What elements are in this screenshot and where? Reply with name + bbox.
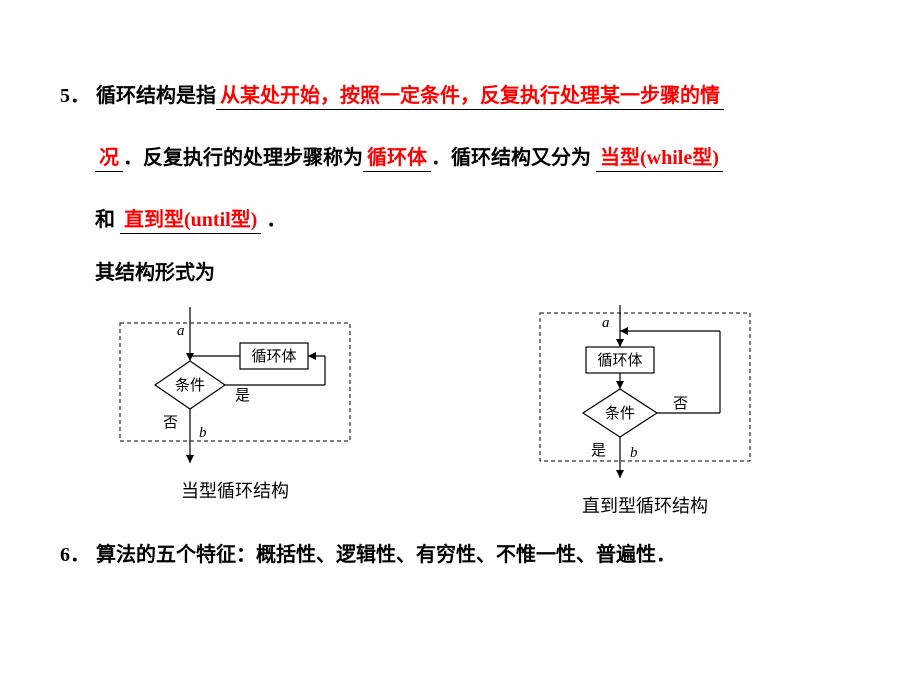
item5-and: 和 <box>95 209 115 231</box>
item5-number: 5． <box>60 85 90 107</box>
item5-fill1b: 况 <box>95 147 123 172</box>
diagram2-label-a: a <box>602 315 610 331</box>
item5-line1: 5． 循环结构是指从某处开始，按照一定条件，反复执行处理某一步骤的情 <box>60 70 860 122</box>
item5-fill4: 直到型(until型) <box>120 209 261 234</box>
diagram1-dashbox <box>120 323 350 441</box>
diagram2-svg: a 循环体 条件 否 是 b <box>535 305 755 480</box>
diagram1-cond-text: 条件 <box>175 377 205 394</box>
item6-number: 6． <box>60 544 90 566</box>
diagram2-label-b: b <box>630 445 638 461</box>
diagram1-block: a 条件 循环体 是 否 b 当型循环结构 <box>115 305 355 518</box>
diagram1-label-a: a <box>177 323 185 339</box>
item6-line: 6． 算法的五个特征：概括性、逻辑性、有穷性、不惟一性、普遍性． <box>60 538 860 567</box>
diagram2-no-text: 否 <box>673 396 688 412</box>
item5-line2: 况．反复执行的处理步骤称为循环体．循环结构又分为 当型(while型) <box>95 132 860 184</box>
diagram1-no-arrow <box>186 455 194 463</box>
diagrams-row: a 条件 循环体 是 否 b 当型循环结构 <box>115 305 860 518</box>
item5-post2: ．循环结构又分为 <box>431 147 591 169</box>
item5-post1: ．反复执行的处理步骤称为 <box>123 147 363 169</box>
subtitle: 其结构形式为 <box>95 256 860 285</box>
diagram2-block: a 循环体 条件 否 是 b 直到型循环结构 <box>535 305 755 518</box>
item5-line3: 和 直到型(until型) ． <box>95 194 860 246</box>
item5-fill3: 当型(while型) <box>596 147 723 172</box>
diagram2-cond-text: 条件 <box>605 405 635 422</box>
diagram2-dashbox <box>540 313 750 461</box>
diagram1-entry-arrow <box>186 353 194 361</box>
item5-fill1: 从某处开始，按照一定条件，反复执行处理某一步骤的情 <box>216 85 724 110</box>
diagram2-caption: 直到型循环结构 <box>582 492 708 518</box>
diagram2-entry-arrow <box>616 339 624 347</box>
diagram2-no-arrow <box>620 327 628 335</box>
diagram1-yes-arrow <box>308 352 316 360</box>
item5-pre1: 循环结构是指 <box>96 85 216 107</box>
diagram1-no-text: 否 <box>163 415 178 431</box>
item5-period: ． <box>266 209 286 231</box>
diagram2-loopbody-text: 循环体 <box>597 352 642 369</box>
diagram2-mid-arrow <box>616 381 624 389</box>
item6-text: 算法的五个特征：概括性、逻辑性、有穷性、不惟一性、普遍性． <box>96 544 676 566</box>
diagram1-svg: a 条件 循环体 是 否 b <box>115 305 355 465</box>
diagram1-caption: 当型循环结构 <box>181 477 289 503</box>
diagram2-yes-arrow <box>616 470 624 478</box>
diagram2-yes-text: 是 <box>591 443 606 459</box>
diagram1-loopbody-text: 循环体 <box>251 348 296 365</box>
diagram1-label-b: b <box>199 425 207 441</box>
diagram1-yes-text: 是 <box>235 388 250 404</box>
item5-fill2: 循环体 <box>363 147 431 172</box>
